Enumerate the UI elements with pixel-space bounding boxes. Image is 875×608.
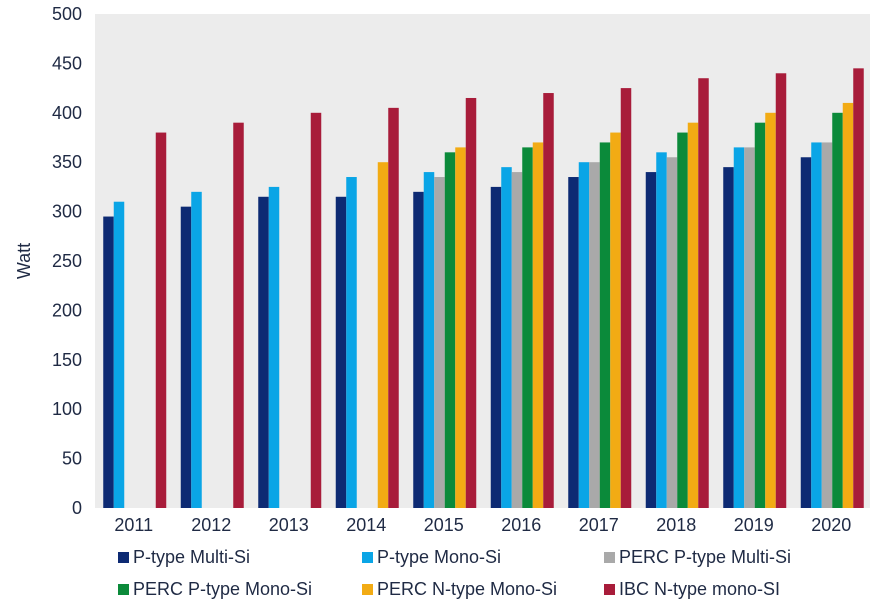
bar-2020-series-6	[853, 68, 864, 508]
bar-2018-series-2	[656, 152, 667, 508]
bar-2014-series-2	[346, 177, 357, 508]
bar-2016-series-1	[490, 186, 502, 508]
bar-2017-series-2	[578, 162, 590, 508]
bar-2020-series-3	[821, 142, 833, 508]
y-axis: 0 50 100 150 200 250 300 350 400 450 500	[52, 4, 82, 518]
bar-2020-series-5	[842, 102, 854, 509]
bar-2011-series-6	[155, 132, 167, 508]
legend-swatch	[118, 584, 129, 595]
y-tick-label: 0	[72, 498, 82, 518]
bar-2018-series-4	[677, 132, 688, 508]
bar-2015-series-1	[413, 191, 424, 508]
bar-2019-series-2	[733, 147, 745, 508]
y-tick-label: 500	[52, 4, 82, 24]
bar-2017-series-3	[589, 162, 600, 508]
bar-2014-series-6	[388, 107, 399, 509]
y-tick-label: 50	[62, 449, 82, 469]
legend-label: P-type Multi-Si	[133, 547, 250, 567]
bar-2017-series-6	[620, 88, 632, 508]
bar-2020-series-4	[832, 112, 843, 509]
legend-item: PERC P-type Multi-Si	[604, 547, 791, 567]
bar-2015-series-3	[434, 177, 445, 508]
bars	[103, 68, 864, 509]
y-tick-label: 250	[52, 251, 82, 271]
x-axis: 2011 2012 2013 2014 2015 2016 2017 2018 2019 2020	[114, 515, 851, 535]
legend-label: PERC N-type Mono-Si	[377, 579, 557, 599]
y-tick-label: 200	[52, 300, 82, 320]
bar-2017-series-4	[599, 142, 611, 508]
x-tick-label: 2013	[269, 515, 309, 535]
x-tick-label: 2017	[579, 515, 619, 535]
bar-2017-series-1	[568, 177, 579, 508]
legend-swatch	[604, 584, 615, 595]
x-tick-label: 2014	[346, 515, 386, 535]
y-tick-label: 400	[52, 103, 82, 123]
bar-2011-series-2	[113, 201, 125, 508]
legend-swatch	[362, 552, 373, 563]
bar-2019-series-5	[765, 112, 776, 509]
bar-2014-series-1	[335, 196, 347, 508]
bar-2019-series-6	[775, 73, 787, 508]
bar-2016-series-2	[501, 167, 512, 508]
bar-2012-series-6	[233, 122, 244, 509]
bar-2016-series-5	[532, 142, 544, 508]
x-tick-label: 2011	[114, 515, 153, 535]
bar-2018-series-5	[687, 122, 699, 509]
y-tick-label: 350	[52, 152, 82, 172]
bar-2017-series-5	[610, 132, 621, 508]
bar-2015-series-2	[423, 172, 435, 508]
bar-2020-series-2	[811, 142, 822, 508]
x-tick-label: 2019	[734, 515, 774, 535]
bar-2018-series-3	[666, 157, 678, 508]
x-tick-label: 2020	[811, 515, 851, 535]
y-tick-label: 100	[52, 399, 82, 419]
x-tick-label: 2016	[501, 515, 541, 535]
x-tick-label: 2012	[191, 515, 231, 535]
x-tick-label: 2015	[424, 515, 464, 535]
bar-2016-series-3	[511, 172, 523, 508]
legend-item: PERC N-type Mono-Si	[362, 579, 557, 599]
bar-2013-series-1	[258, 196, 269, 508]
legend: P-type Multi-Si P-type Mono-Si PERC P-type…	[118, 547, 791, 599]
legend-item: IBC N-type mono-SI	[604, 579, 780, 599]
legend-label: P-type Mono-Si	[377, 547, 501, 567]
bar-2015-series-4	[444, 152, 456, 508]
bar-2018-series-1	[645, 172, 657, 508]
legend-item: P-type Multi-Si	[118, 547, 250, 567]
bar-2015-series-6	[465, 97, 477, 508]
y-tick-label: 300	[52, 202, 82, 222]
legend-item: PERC P-type Mono-Si	[118, 579, 312, 599]
bar-2013-series-2	[268, 186, 280, 508]
legend-swatch	[118, 552, 129, 563]
x-tick-label: 2018	[656, 515, 696, 535]
legend-label: IBC N-type mono-SI	[619, 579, 780, 599]
bar-2016-series-6	[543, 93, 554, 508]
bar-2014-series-5	[377, 162, 389, 508]
bar-2012-series-2	[191, 191, 202, 508]
legend-label: PERC P-type Multi-Si	[619, 547, 791, 567]
legend-swatch	[362, 584, 373, 595]
bar-2015-series-5	[455, 147, 466, 508]
y-axis-title: Watt	[14, 243, 34, 279]
bar-2016-series-4	[522, 147, 533, 508]
bar-2018-series-6	[698, 78, 709, 508]
bar-2013-series-6	[310, 112, 322, 509]
legend-item: P-type Mono-Si	[362, 547, 501, 567]
bar-2020-series-1	[800, 157, 812, 508]
legend-label: PERC P-type Mono-Si	[133, 579, 312, 599]
bar-2019-series-3	[744, 147, 755, 508]
legend-swatch	[604, 552, 615, 563]
y-tick-label: 150	[52, 350, 82, 370]
bar-2019-series-4	[754, 122, 766, 509]
y-tick-label: 450	[52, 53, 82, 73]
bar-2011-series-1	[103, 216, 114, 509]
bar-2012-series-1	[180, 206, 192, 508]
bar-2019-series-1	[723, 167, 734, 508]
